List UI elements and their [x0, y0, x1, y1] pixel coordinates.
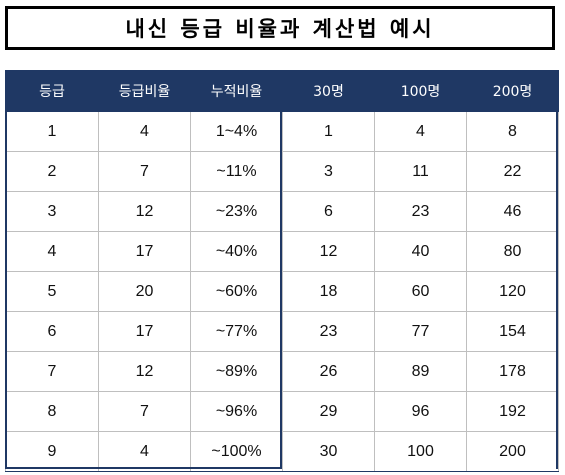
cell-grade: 7	[5, 351, 99, 392]
cell-grade: 2	[5, 151, 99, 192]
grade-table-container: 등급 등급비율 누적비율 30명 100명 200명 1 4 1~4% 1 4 8 2 7 ~1…	[5, 70, 559, 472]
table-row: 9 4 ~100% 30 100 200	[5, 431, 559, 472]
cell-30-students: 30	[282, 431, 375, 472]
cell-cumulative-ratio: ~89%	[190, 351, 283, 392]
cell-200-students: 200	[466, 431, 559, 472]
cell-100-students: 96	[374, 391, 467, 432]
cell-100-students: 100	[374, 431, 467, 472]
cell-30-students: 12	[282, 231, 375, 272]
cell-grade-ratio: 4	[98, 431, 191, 472]
cell-grade-ratio: 17	[98, 311, 191, 352]
cell-30-students: 26	[282, 351, 375, 392]
cell-100-students: 11	[374, 151, 467, 192]
cell-200-students: 46	[466, 191, 559, 232]
cell-grade: 3	[5, 191, 99, 232]
cell-100-students: 77	[374, 311, 467, 352]
table-row: 7 12 ~89% 26 89 178	[5, 351, 559, 392]
table-row: 8 7 ~96% 29 96 192	[5, 391, 559, 432]
cell-cumulative-ratio: ~100%	[190, 431, 283, 472]
header-grade: 등급	[5, 70, 99, 112]
cell-100-students: 60	[374, 271, 467, 312]
header-30-students: 30명	[282, 70, 375, 112]
cell-200-students: 178	[466, 351, 559, 392]
cell-grade: 8	[5, 391, 99, 432]
cell-30-students: 23	[282, 311, 375, 352]
cell-cumulative-ratio: ~23%	[190, 191, 283, 232]
table-body: 1 4 1~4% 1 4 8 2 7 ~11% 3 11 22 3 12 ~23% 6 23 46 4 17 ~40% 1…	[5, 111, 559, 472]
cell-200-students: 8	[466, 111, 559, 152]
table-header-row: 등급 등급비율 누적비율 30명 100명 200명	[5, 70, 559, 112]
cell-grade: 1	[5, 111, 99, 152]
cell-200-students: 22	[466, 151, 559, 192]
cell-30-students: 3	[282, 151, 375, 192]
header-cumulative-ratio: 누적비율	[190, 70, 283, 112]
cell-30-students: 29	[282, 391, 375, 432]
cell-30-students: 6	[282, 191, 375, 232]
cell-grade-ratio: 7	[98, 151, 191, 192]
cell-grade: 9	[5, 431, 99, 472]
cell-grade: 5	[5, 271, 99, 312]
cell-100-students: 23	[374, 191, 467, 232]
cell-grade: 4	[5, 231, 99, 272]
cell-cumulative-ratio: ~60%	[190, 271, 283, 312]
cell-200-students: 192	[466, 391, 559, 432]
cell-100-students: 89	[374, 351, 467, 392]
cell-grade-ratio: 7	[98, 391, 191, 432]
cell-cumulative-ratio: ~96%	[190, 391, 283, 432]
table-row: 4 17 ~40% 12 40 80	[5, 231, 559, 272]
cell-grade: 6	[5, 311, 99, 352]
page-title: 내신 등급 비율과 계산법 예시	[125, 17, 435, 41]
cell-cumulative-ratio: ~77%	[190, 311, 283, 352]
table-row: 1 4 1~4% 1 4 8	[5, 111, 559, 152]
cell-cumulative-ratio: ~40%	[190, 231, 283, 272]
cell-100-students: 4	[374, 111, 467, 152]
header-100-students: 100명	[374, 70, 467, 112]
cell-200-students: 120	[466, 271, 559, 312]
table-row: 6 17 ~77% 23 77 154	[5, 311, 559, 352]
cell-grade-ratio: 17	[98, 231, 191, 272]
cell-200-students: 154	[466, 311, 559, 352]
table-row: 5 20 ~60% 18 60 120	[5, 271, 559, 312]
table-row: 2 7 ~11% 3 11 22	[5, 151, 559, 192]
cell-grade-ratio: 20	[98, 271, 191, 312]
cell-30-students: 18	[282, 271, 375, 312]
cell-30-students: 1	[282, 111, 375, 152]
header-grade-ratio: 등급비율	[98, 70, 191, 112]
table-row: 3 12 ~23% 6 23 46	[5, 191, 559, 232]
grade-table: 등급 등급비율 누적비율 30명 100명 200명 1 4 1~4% 1 4 8 2 7 ~1…	[5, 70, 559, 472]
cell-100-students: 40	[374, 231, 467, 272]
cell-cumulative-ratio: ~11%	[190, 151, 283, 192]
cell-grade-ratio: 12	[98, 191, 191, 232]
cell-cumulative-ratio: 1~4%	[190, 111, 283, 152]
cell-grade-ratio: 12	[98, 351, 191, 392]
header-200-students: 200명	[466, 70, 559, 112]
cell-200-students: 80	[466, 231, 559, 272]
cell-grade-ratio: 4	[98, 111, 191, 152]
title-box: 내신 등급 비율과 계산법 예시	[5, 6, 555, 50]
